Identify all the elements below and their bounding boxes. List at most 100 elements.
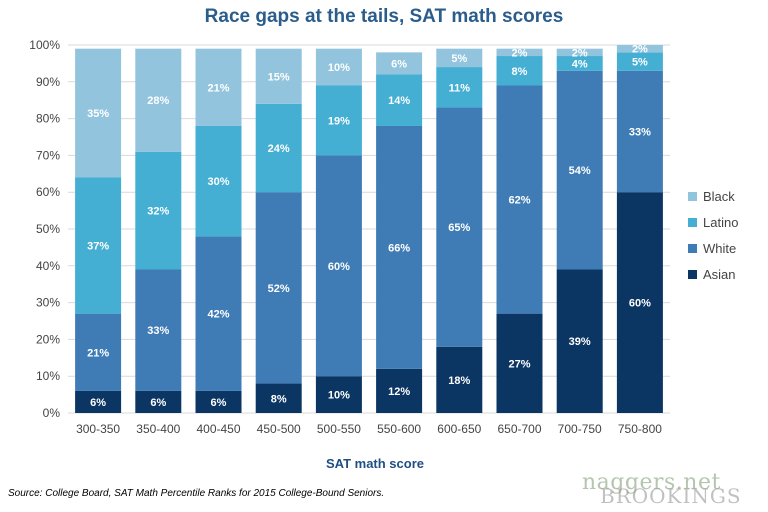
data-label-white: 33% xyxy=(629,126,651,138)
data-label-latino: 8% xyxy=(512,66,528,78)
bar-segment-latino xyxy=(255,103,302,193)
bar-segment-latino xyxy=(195,125,242,237)
legend-label: Latino xyxy=(703,214,739,230)
bar-segment-latino xyxy=(376,74,423,126)
bar-segment-black xyxy=(195,48,242,126)
data-label-black: 5% xyxy=(451,53,467,65)
data-label-latino: 37% xyxy=(87,241,109,253)
data-label-black: 10% xyxy=(328,62,350,74)
bar-segment-latino xyxy=(436,67,483,108)
data-label-asian: 8% xyxy=(271,393,287,405)
bar-segment-black xyxy=(376,52,423,75)
legend-item-white: White xyxy=(688,238,738,258)
data-label-asian: 18% xyxy=(448,375,470,387)
legend-label: Black xyxy=(703,188,735,204)
bar-segment-asian xyxy=(135,390,182,413)
bar-segment-asian xyxy=(75,390,122,413)
bar-data-labels: 6% 21% 37% 35% 6% 33% 32% 28% 6% 42% 30% 21% 8% 52% 24… xyxy=(87,44,651,409)
data-label-black: 35% xyxy=(87,108,109,120)
x-tick-label: 400-450 xyxy=(196,422,240,436)
legend-swatch xyxy=(688,269,697,279)
chart-title: Race gaps at the tails, SAT math scores xyxy=(204,6,564,27)
bar-segment-latino xyxy=(556,56,603,71)
legend-item-latino: Latino xyxy=(688,212,738,232)
data-label-latino: 14% xyxy=(388,95,410,107)
x-axis-tick-labels: 300-350 350-400 400-450 450-500 500-550 550-6… xyxy=(76,422,662,436)
bar-segment-black xyxy=(616,45,663,53)
data-label-white: 60% xyxy=(328,261,350,273)
bar-segment-latino xyxy=(616,52,663,71)
bar-segment-black xyxy=(135,48,182,152)
data-label-asian: 39% xyxy=(569,336,591,348)
bar-segment-asian xyxy=(556,269,603,413)
bar-segment-latino xyxy=(75,177,122,314)
x-tick-label: 700-750 xyxy=(558,422,602,436)
bar-segment-asian xyxy=(255,383,302,413)
bar-segment-asian xyxy=(616,192,663,413)
bar-segment-white xyxy=(556,70,603,270)
bar-segment-white xyxy=(255,192,302,384)
x-axis-label: SAT math score xyxy=(325,456,424,471)
bar-segment-black xyxy=(496,48,543,57)
data-label-white: 65% xyxy=(448,222,470,234)
data-label-black: 28% xyxy=(147,95,169,107)
bar-segment-asian xyxy=(496,313,543,413)
y-tick-label: 80% xyxy=(36,112,60,126)
y-tick-label: 60% xyxy=(36,185,60,199)
bar-segment-white xyxy=(135,269,182,391)
bar-segment-asian xyxy=(376,368,423,413)
data-label-black: 15% xyxy=(268,71,290,83)
bar-segment-white xyxy=(75,313,122,391)
data-label-white: 54% xyxy=(569,165,591,177)
data-label-black: 21% xyxy=(207,82,229,94)
data-label-latino: 30% xyxy=(207,176,229,188)
legend-label: Asian xyxy=(703,266,736,282)
bar-segment-white xyxy=(376,125,423,369)
bar-segment-black xyxy=(255,48,302,104)
data-label-latino: 32% xyxy=(147,206,169,218)
y-axis-tick-labels: 0% 10% 20% 30% 40% 50% 60% 70% 80% 90% 100% xyxy=(29,38,60,420)
data-label-white: 52% xyxy=(268,283,290,295)
x-tick-label: 300-350 xyxy=(76,422,120,436)
x-tick-label: 350-400 xyxy=(136,422,180,436)
legend-swatch xyxy=(688,191,697,201)
data-label-asian: 27% xyxy=(508,358,530,370)
y-tick-label: 50% xyxy=(36,222,60,236)
watermark: naggers.net xyxy=(582,470,721,495)
data-label-asian: 12% xyxy=(388,386,410,398)
bar-segment-black xyxy=(436,48,483,68)
bar-segment-asian xyxy=(195,390,242,413)
legend-swatch xyxy=(688,243,697,253)
x-tick-label: 600-650 xyxy=(437,422,481,436)
x-tick-label: 450-500 xyxy=(257,422,301,436)
y-tick-label: 20% xyxy=(36,332,60,346)
bars xyxy=(75,45,663,413)
source-note: Source: College Board, SAT Math Percenti… xyxy=(8,488,385,499)
bar-segment-white xyxy=(195,236,242,391)
y-tick-label: 70% xyxy=(36,148,60,162)
legend: Black Latino White Asian xyxy=(688,186,738,290)
data-label-white: 33% xyxy=(147,325,169,337)
bar-segment-black xyxy=(556,48,603,57)
y-tick-label: 90% xyxy=(36,75,60,89)
data-label-latino: 5% xyxy=(632,57,648,69)
legend-item-black: Black xyxy=(688,186,738,206)
data-label-latino: 24% xyxy=(268,143,290,155)
data-label-latino: 11% xyxy=(449,82,471,94)
data-label-white: 21% xyxy=(87,347,109,359)
legend-item-asian: Asian xyxy=(688,264,738,284)
x-tick-label: 550-600 xyxy=(377,422,421,436)
data-label-black: 2% xyxy=(512,47,528,59)
bar-segment-white xyxy=(436,107,483,347)
legend-label: White xyxy=(703,240,737,256)
bar-segment-black xyxy=(75,48,122,178)
data-label-asian: 6% xyxy=(90,397,106,409)
bar-segment-black xyxy=(315,48,362,86)
data-label-black: 2% xyxy=(632,44,648,56)
data-label-white: 66% xyxy=(388,242,410,254)
bar-segment-white xyxy=(315,155,362,377)
bar-segment-latino xyxy=(315,85,362,156)
y-tick-label: 10% xyxy=(36,369,60,383)
bar-segment-asian xyxy=(315,376,362,413)
